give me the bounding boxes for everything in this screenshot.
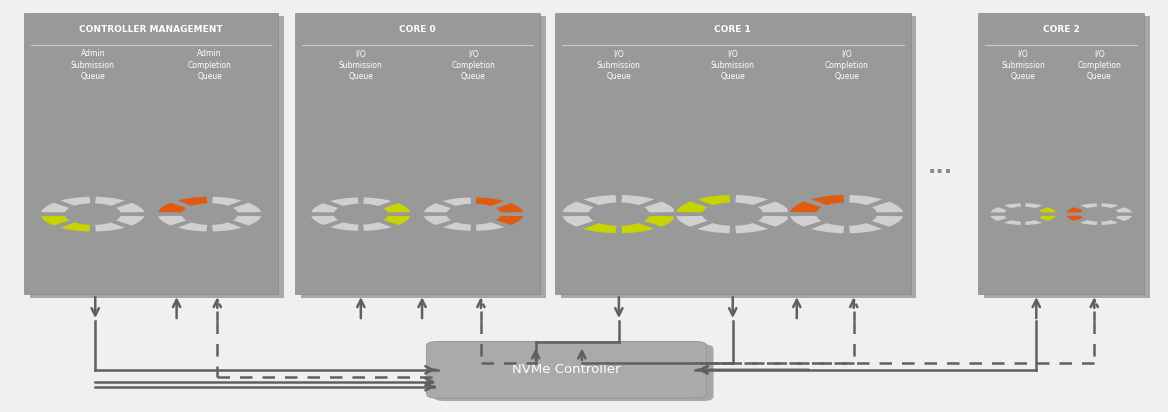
Wedge shape [229,201,263,214]
Wedge shape [579,194,618,206]
Wedge shape [693,222,731,235]
Wedge shape [620,194,659,206]
Wedge shape [1112,214,1134,222]
Wedge shape [438,196,473,208]
Text: I/O
Submission
Queue: I/O Submission Queue [1001,49,1045,81]
FancyBboxPatch shape [555,13,911,294]
Text: I/O
Submission
Queue: I/O Submission Queue [711,49,755,81]
Wedge shape [474,196,508,208]
Wedge shape [620,222,659,235]
Wedge shape [173,195,209,207]
Wedge shape [868,200,905,214]
FancyBboxPatch shape [561,16,917,297]
Wedge shape [326,196,360,208]
Wedge shape [1023,202,1047,210]
Wedge shape [40,201,74,214]
Wedge shape [674,200,711,214]
Wedge shape [561,215,598,228]
Wedge shape [362,221,396,232]
Text: I/O
Submission
Queue: I/O Submission Queue [339,49,383,81]
Wedge shape [112,201,146,214]
Wedge shape [1036,206,1058,214]
Text: I/O
Completion
Queue: I/O Completion Queue [825,49,869,81]
Wedge shape [734,194,772,206]
Wedge shape [868,215,905,228]
FancyBboxPatch shape [433,344,714,401]
Wedge shape [493,202,524,214]
Wedge shape [157,201,190,214]
Wedge shape [93,221,130,233]
Wedge shape [988,214,1010,222]
Wedge shape [157,215,190,227]
Wedge shape [755,215,791,228]
Text: Admin
Completion
Queue: Admin Completion Queue [188,49,231,81]
FancyBboxPatch shape [30,16,284,297]
Wedge shape [493,214,524,227]
Wedge shape [640,200,677,214]
Wedge shape [807,222,846,235]
Wedge shape [848,222,887,235]
Text: CORE 0: CORE 0 [398,25,436,34]
Wedge shape [380,202,412,214]
Text: I/O
Completion
Queue: I/O Completion Queue [1077,49,1121,81]
Wedge shape [40,215,74,227]
Text: CONTROLLER MANAGEMENT: CONTROLLER MANAGEMENT [79,25,223,34]
Wedge shape [674,215,711,228]
Wedge shape [56,221,92,233]
Wedge shape [474,221,508,232]
Text: I/O
Submission
Queue: I/O Submission Queue [597,49,641,81]
Wedge shape [561,200,598,214]
Wedge shape [1023,219,1047,226]
Wedge shape [310,202,342,214]
Text: CORE 1: CORE 1 [715,25,751,34]
Wedge shape [422,214,454,227]
Wedge shape [1064,206,1086,214]
Wedge shape [362,196,396,208]
Wedge shape [1064,214,1086,222]
Wedge shape [1076,219,1099,226]
Wedge shape [755,200,791,214]
FancyBboxPatch shape [294,13,540,294]
Wedge shape [210,195,246,207]
Text: CORE 2: CORE 2 [1043,25,1079,34]
Wedge shape [788,200,826,214]
Wedge shape [693,194,731,206]
Wedge shape [579,222,618,235]
Wedge shape [310,214,342,227]
Text: ...: ... [927,157,952,177]
Text: I/O
Completion
Queue: I/O Completion Queue [452,49,495,81]
Wedge shape [807,194,846,206]
Wedge shape [112,215,146,227]
FancyBboxPatch shape [985,16,1149,297]
Wedge shape [1000,219,1022,226]
Wedge shape [640,215,677,228]
Wedge shape [173,221,209,233]
Wedge shape [1100,202,1122,210]
Wedge shape [1112,206,1134,214]
FancyBboxPatch shape [300,16,545,297]
Wedge shape [1036,214,1058,222]
Text: NVMe Controller: NVMe Controller [513,363,620,376]
Wedge shape [848,194,887,206]
Wedge shape [326,221,360,232]
FancyBboxPatch shape [25,13,278,294]
FancyBboxPatch shape [979,13,1143,294]
Wedge shape [1076,202,1099,210]
Wedge shape [438,221,473,232]
FancyBboxPatch shape [426,342,707,398]
Wedge shape [988,206,1010,214]
Wedge shape [229,215,263,227]
Wedge shape [734,222,772,235]
Wedge shape [380,214,412,227]
Text: Admin
Submission
Queue: Admin Submission Queue [71,49,114,81]
Wedge shape [56,195,92,207]
Wedge shape [1000,202,1022,210]
Wedge shape [210,221,246,233]
Wedge shape [788,215,826,228]
Wedge shape [93,195,130,207]
Wedge shape [1100,219,1122,226]
Wedge shape [422,202,454,214]
